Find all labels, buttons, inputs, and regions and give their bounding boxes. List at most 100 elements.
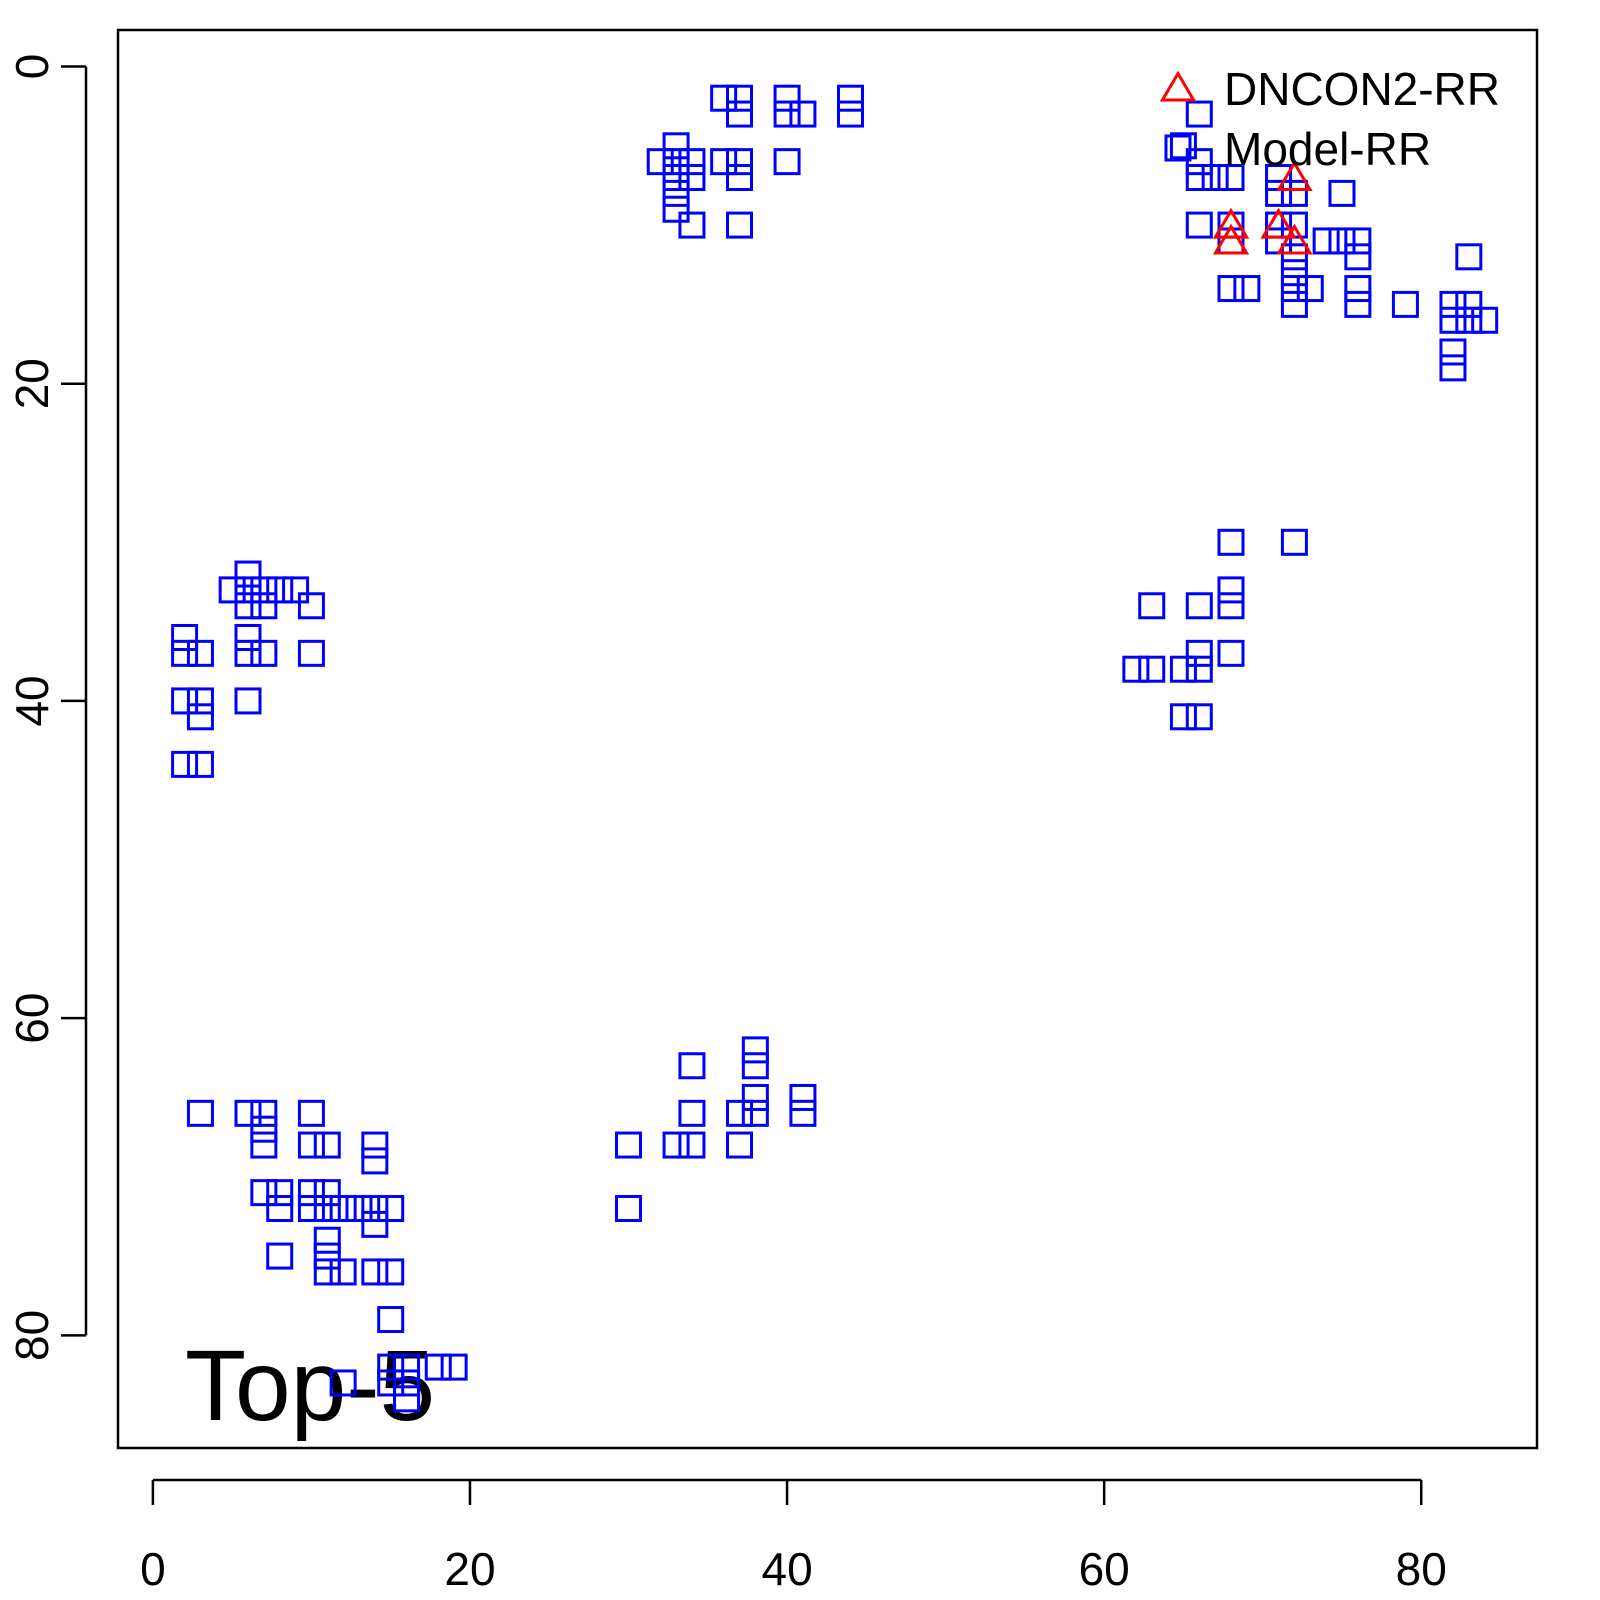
square-marker (662, 179, 690, 207)
y-tick-label: 80 (6, 1310, 58, 1361)
square-marker (662, 1131, 690, 1159)
square-marker (234, 1099, 262, 1127)
square-marker (1217, 592, 1245, 620)
x-tick-label: 80 (1396, 1543, 1447, 1595)
square-marker (789, 1099, 817, 1127)
square-marker (1439, 338, 1467, 366)
square-marker (1280, 179, 1308, 207)
square-marker (234, 592, 262, 620)
square-marker (361, 1131, 389, 1159)
square-marker (329, 1369, 357, 1397)
square-marker (1185, 148, 1213, 176)
square-marker (234, 576, 262, 604)
square-marker (186, 1099, 214, 1127)
square-marker (662, 132, 690, 160)
square-marker (773, 100, 801, 128)
square-marker (1344, 290, 1372, 318)
square-marker (662, 164, 690, 192)
square-marker (393, 1353, 421, 1381)
legend-label: Model-RR (1224, 123, 1431, 175)
square-marker (773, 148, 801, 176)
square-marker (662, 148, 690, 176)
square-marker (186, 639, 214, 667)
square-marker (678, 164, 706, 192)
square-marker (646, 148, 674, 176)
square-marker (329, 1194, 357, 1222)
square-marker (424, 1353, 452, 1381)
square-marker (1471, 306, 1499, 334)
square-marker (726, 1131, 754, 1159)
square-marker (678, 1131, 706, 1159)
square-marker (1439, 306, 1467, 334)
triangle-marker (1276, 160, 1313, 192)
square-marker (266, 576, 294, 604)
square-marker (329, 1258, 357, 1286)
square-marker (1185, 211, 1213, 239)
square-marker (313, 1131, 341, 1159)
x-tick-label: 60 (1079, 1543, 1130, 1595)
square-marker (1138, 655, 1166, 683)
triangle-marker (1260, 207, 1297, 239)
square-marker (1280, 259, 1308, 287)
x-tick-label: 0 (140, 1543, 166, 1595)
square-marker (234, 560, 262, 588)
square-marker (1312, 227, 1340, 255)
triangle-marker (1276, 223, 1313, 255)
square-marker (710, 148, 738, 176)
square-marker (171, 687, 199, 715)
square-marker (250, 639, 278, 667)
square-marker (1455, 243, 1483, 271)
square-marker (1328, 179, 1356, 207)
square-marker (1280, 528, 1308, 556)
square-marker (678, 211, 706, 239)
square-marker (726, 1099, 754, 1127)
square-marker (1439, 290, 1467, 318)
square-marker (345, 1194, 373, 1222)
square-marker (1169, 655, 1197, 683)
square-marker (1217, 576, 1245, 604)
square-marker (297, 592, 325, 620)
square-marker (361, 1194, 389, 1222)
square-marker (1344, 227, 1372, 255)
square-marker (393, 1369, 421, 1397)
triangle-marker (1212, 223, 1250, 255)
square-marker (741, 1052, 769, 1080)
square-marker (1280, 290, 1308, 318)
square-marker (836, 100, 864, 128)
square-marker (297, 1131, 325, 1159)
square-marker (741, 1036, 769, 1064)
square-marker (234, 687, 262, 715)
square-marker (1185, 639, 1213, 667)
square-marker (789, 1083, 817, 1111)
square-marker (377, 1306, 405, 1334)
square-marker (297, 1179, 325, 1207)
legend-label: DNCON2-RR (1224, 63, 1500, 115)
square-marker (726, 211, 754, 239)
square-marker (615, 1131, 643, 1159)
square-marker (250, 592, 278, 620)
square-marker (1169, 703, 1197, 731)
square-marker (1138, 592, 1166, 620)
square-marker (662, 195, 690, 223)
square-marker (1233, 275, 1261, 303)
square-marker (710, 84, 738, 112)
square-marker (1217, 275, 1245, 303)
square-marker (393, 1385, 421, 1413)
square-marker (266, 1242, 294, 1270)
square-marker (377, 1194, 405, 1222)
square-marker (186, 750, 214, 778)
y-tick-label: 60 (6, 993, 58, 1044)
square-marker (836, 84, 864, 112)
square-marker (250, 1115, 278, 1143)
square-marker (1217, 639, 1245, 667)
square-marker (741, 1083, 769, 1111)
square-marker (1344, 243, 1372, 271)
square-marker (361, 1258, 389, 1286)
square-marker (1185, 655, 1213, 683)
square-marker (741, 1099, 769, 1127)
square-marker (1185, 164, 1213, 192)
square-marker (171, 750, 199, 778)
square-marker (1185, 592, 1213, 620)
square-marker (313, 1242, 341, 1270)
square-marker (1201, 164, 1229, 192)
